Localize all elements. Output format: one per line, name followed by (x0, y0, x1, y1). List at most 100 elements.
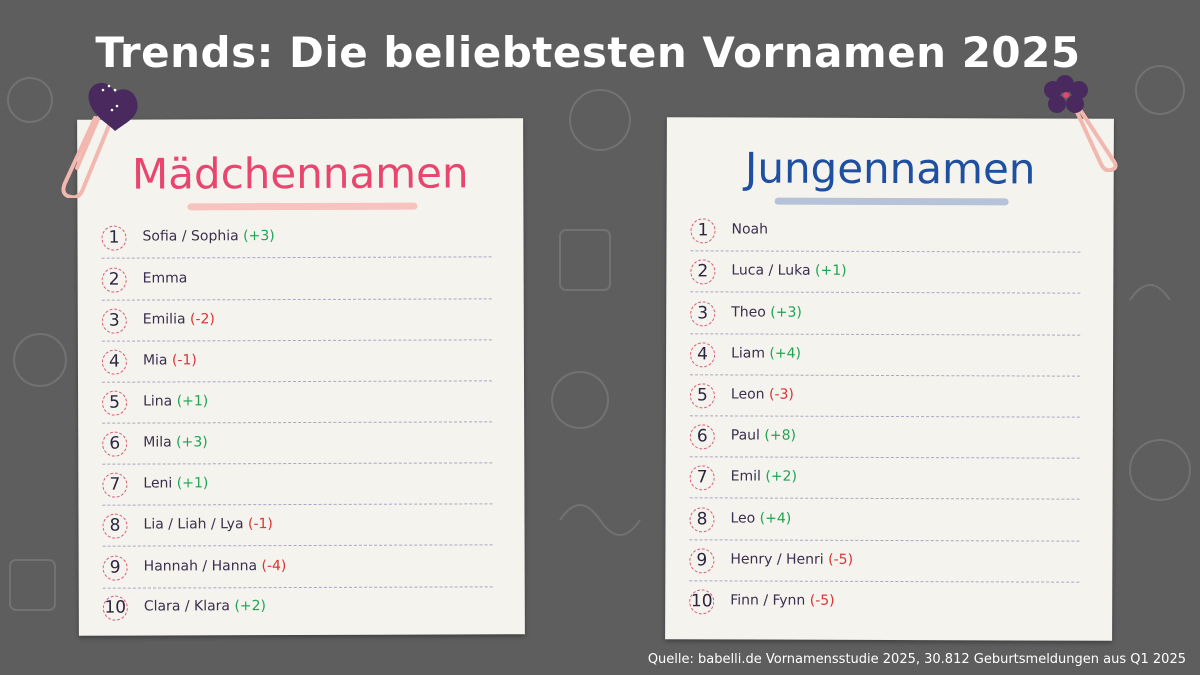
rank-change: (-1) (247, 516, 273, 533)
name-label: Mila (+3) (143, 434, 208, 450)
name-label: Emma (143, 270, 188, 286)
row-divider (102, 421, 493, 424)
rank-change: (+1) (176, 475, 209, 492)
rank-change: (+1) (176, 393, 209, 410)
rank-badge: 9 (689, 548, 715, 574)
name-label: Henry / Henri (-5) (730, 551, 853, 567)
name-text: Emil (730, 468, 761, 485)
rank-change: (+3) (243, 228, 275, 245)
rank-change: (-2) (189, 311, 215, 328)
rank-badge: 3 (690, 301, 716, 327)
name-label: Leni (+1) (143, 475, 208, 491)
rank-change: (+2) (765, 468, 797, 485)
name-label: Paul (+8) (731, 427, 796, 443)
rank-change: (-5) (809, 592, 835, 609)
row-divider (690, 250, 1081, 253)
name-label: Emilia (-2) (143, 311, 215, 327)
row-divider (690, 333, 1081, 336)
paperclip-heart-icon (61, 82, 138, 198)
name-text: Hannah / Hanna (143, 558, 258, 575)
row-divider (101, 298, 492, 301)
rank-badge: 5 (102, 390, 128, 416)
page-title: Trends: Die beliebtesten Vornamen 2025 (95, 28, 1081, 77)
rank-change: (+8) (764, 427, 797, 444)
heading-underline (187, 202, 418, 211)
rank-badge: 7 (102, 472, 128, 498)
name-label: Leo (+4) (730, 510, 791, 526)
name-text: Mila (143, 434, 172, 451)
rank-change: (+1) (814, 262, 847, 279)
rank-badge: 3 (101, 308, 127, 334)
name-text: Leon (730, 386, 765, 403)
rank-badge: 5 (689, 383, 715, 409)
rank-change: (+3) (770, 304, 802, 321)
row-divider (101, 339, 492, 342)
rank-badge: 2 (101, 267, 127, 293)
source-note: Quelle: babelli.de Vornamensstudie 2025,… (647, 652, 1186, 667)
heading-underline (774, 197, 1009, 206)
row-divider (102, 586, 493, 589)
name-text: Lina (143, 393, 173, 410)
rank-badge: 7 (689, 465, 715, 491)
name-label: Theo (+3) (731, 304, 802, 320)
name-label: Liam (+4) (731, 345, 801, 361)
rank-badge: 9 (102, 555, 128, 581)
rank-badge: 8 (102, 513, 128, 539)
rank-change: (+4) (759, 510, 792, 527)
name-label: Finn / Fynn (-5) (730, 592, 834, 608)
name-label: Noah (731, 221, 768, 237)
name-text: Clara / Klara (143, 598, 231, 615)
rank-change: (-4) (261, 558, 287, 575)
name-label: Hannah / Hanna (-4) (144, 558, 287, 574)
name-row: 10 Finn / Fynn (-5) (689, 589, 1079, 643)
row-divider (689, 497, 1080, 500)
name-label: Clara / Klara (+2) (144, 598, 266, 614)
name-text: Leo (730, 510, 756, 527)
name-text: Leni (143, 475, 173, 492)
rank-badge: 8 (689, 507, 715, 533)
row-divider (102, 380, 493, 383)
row-divider (689, 539, 1080, 542)
name-text: Emilia (142, 311, 186, 328)
rank-change: (-5) (828, 551, 854, 568)
row-divider (689, 580, 1080, 583)
rank-badge: 4 (690, 342, 716, 368)
row-divider (690, 374, 1081, 377)
name-text: Paul (730, 427, 760, 444)
name-text: Emma (142, 270, 188, 287)
name-text: Sofia / Sophia (142, 228, 239, 245)
name-text: Luca / Luka (731, 262, 811, 279)
rank-change: (+4) (769, 345, 802, 362)
name-text: Liam (731, 345, 766, 362)
rank-badge: 10 (102, 595, 128, 621)
paperclip-flower-icon (1044, 75, 1118, 172)
name-text: Theo (731, 304, 766, 321)
name-label: Lina (+1) (143, 393, 208, 409)
name-label: Sofia / Sophia (+3) (142, 228, 274, 244)
name-row: 10 Clara / Klara (+2) (102, 595, 493, 648)
boys-names-card: Jungennamen 1 Noah 2 Luca / Luka (+1) 3 Theo… (665, 117, 1114, 641)
row-divider (689, 415, 1080, 418)
row-divider (690, 291, 1081, 294)
row-divider (101, 256, 492, 259)
rank-badge: 6 (689, 424, 715, 450)
name-label: Luca / Luka (+1) (731, 262, 846, 278)
row-divider (102, 544, 493, 547)
rank-badge: 1 (690, 218, 716, 244)
row-divider (102, 503, 493, 506)
rank-change: (-1) (171, 352, 197, 369)
name-text: Noah (731, 221, 769, 238)
name-text: Mia (142, 352, 168, 369)
name-label: Lia / Liah / Lya (-1) (143, 516, 272, 532)
rank-change: (+3) (176, 434, 208, 451)
rank-badge: 2 (690, 259, 716, 285)
rank-change: (+2) (234, 598, 267, 615)
name-text: Lia / Liah / Lya (143, 516, 244, 533)
rank-change: (-3) (768, 386, 794, 403)
name-label: Emil (+2) (731, 468, 797, 484)
rank-badge: 6 (102, 431, 128, 457)
row-divider (102, 462, 493, 465)
name-text: Finn / Fynn (730, 592, 806, 609)
name-text: Henry / Henri (730, 551, 824, 568)
